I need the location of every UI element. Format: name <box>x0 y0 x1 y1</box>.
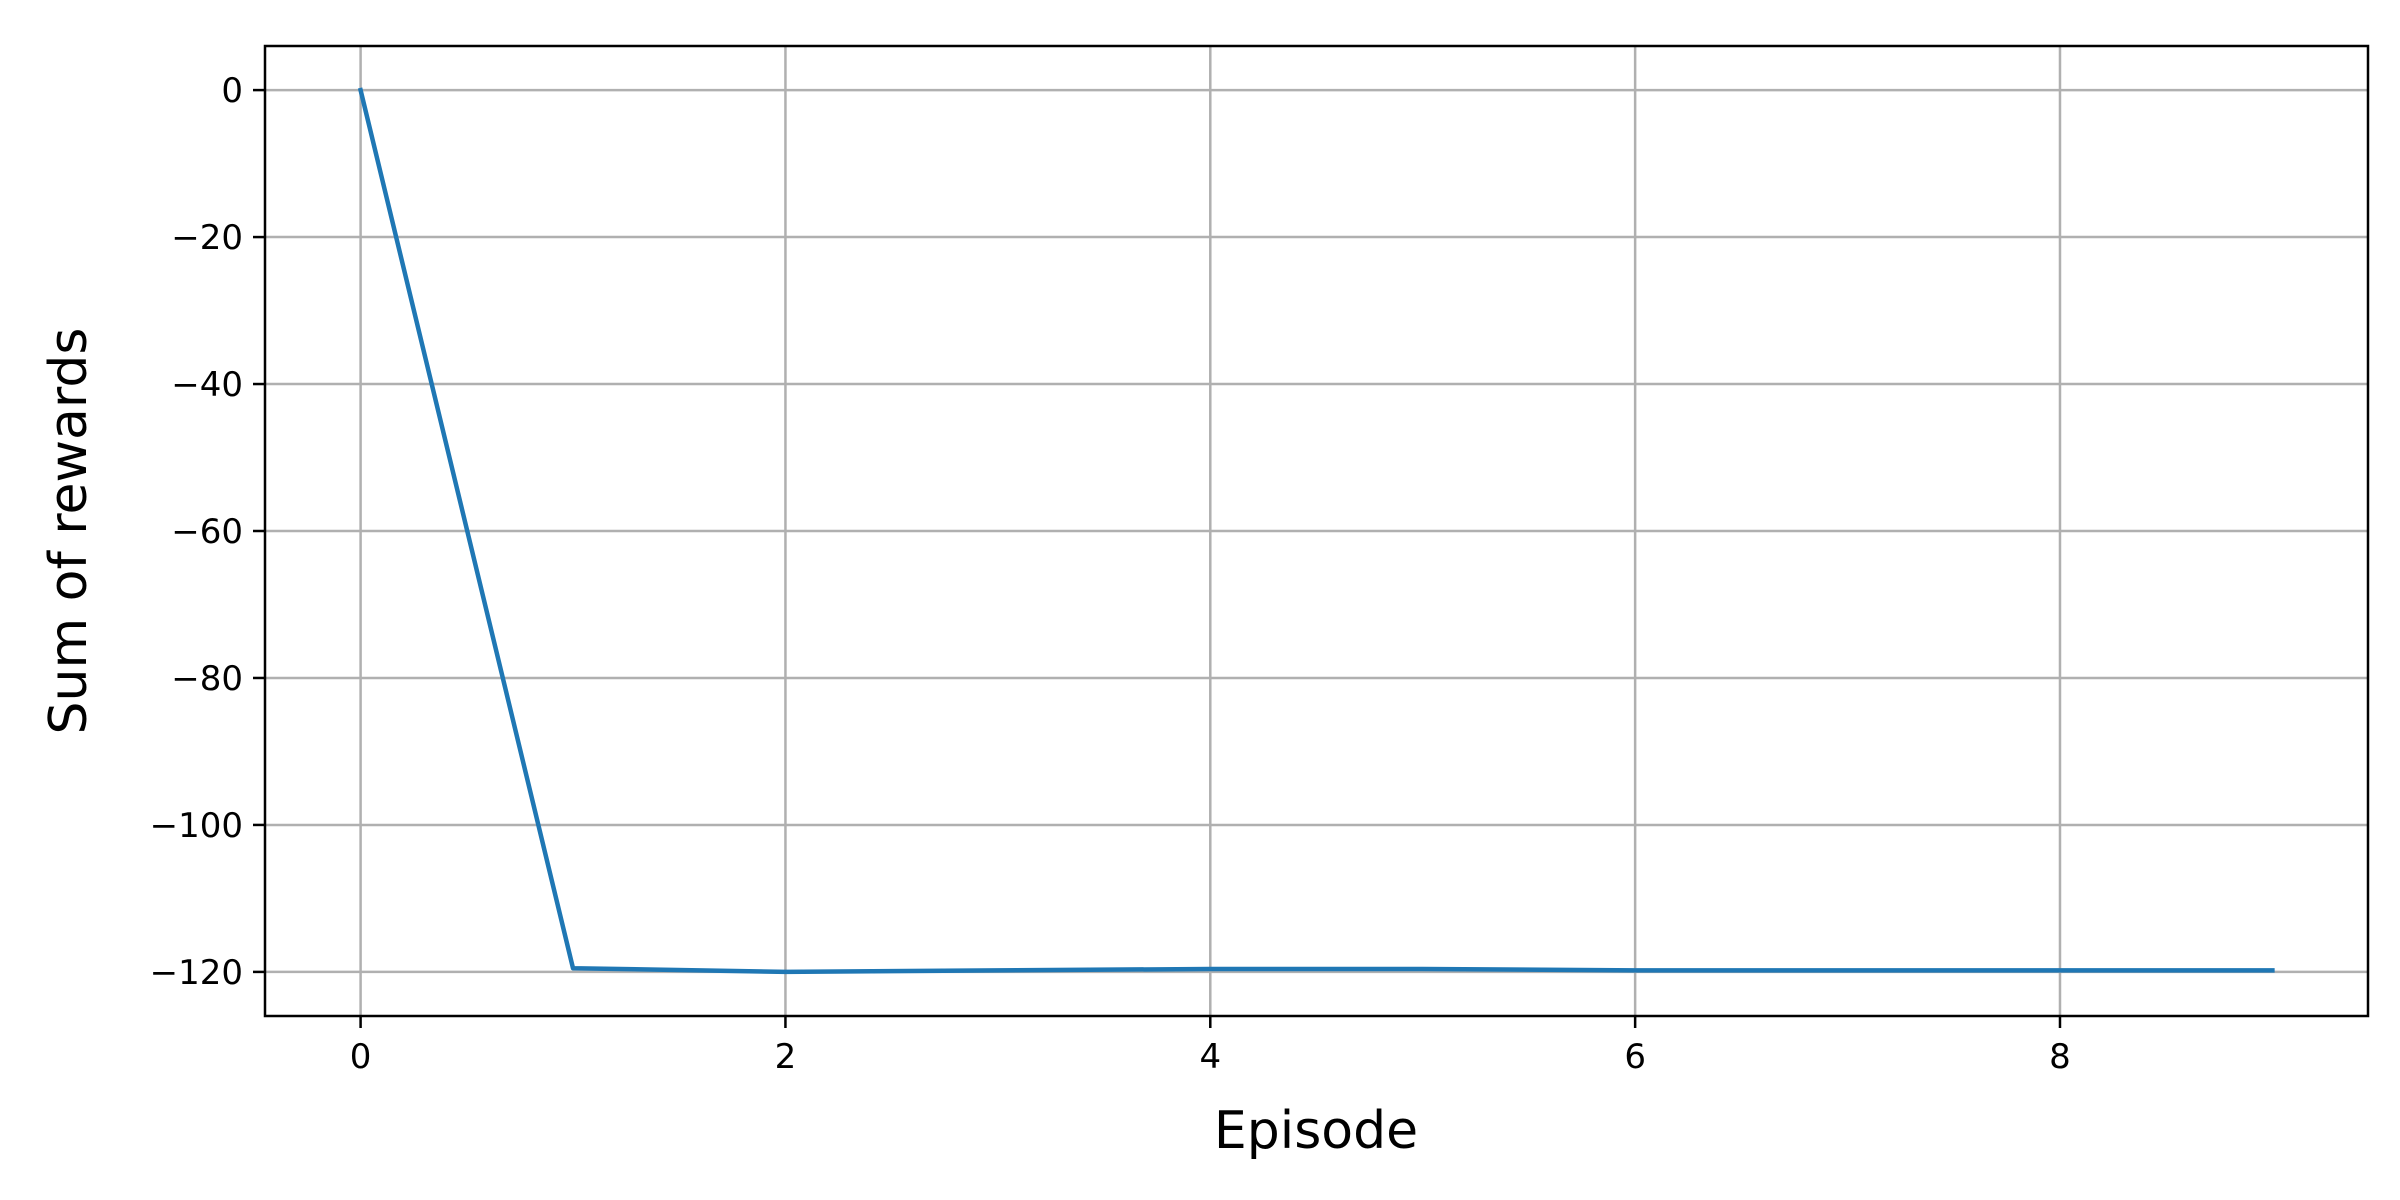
x-axis-label: Episode <box>1214 1101 1418 1161</box>
y-axis: 0 −20 −40 −60 −80 −100 −120 <box>150 71 265 993</box>
series-line <box>357 87 2275 975</box>
y-tick-label: −20 <box>171 218 243 258</box>
series-layer <box>357 87 2275 975</box>
y-tick-label: −60 <box>171 512 243 552</box>
y-tick-label: −40 <box>171 365 243 405</box>
x-tick-label: 2 <box>775 1037 797 1077</box>
y-axis-label: Sum of rewards <box>39 328 99 735</box>
x-axis: 0 2 4 6 8 <box>350 1016 2071 1077</box>
y-tick-label: −80 <box>171 659 243 699</box>
y-tick-label: −120 <box>150 953 243 993</box>
x-tick-label: 4 <box>1199 1037 1221 1077</box>
x-tick-label: 8 <box>2049 1037 2071 1077</box>
x-tick-label: 0 <box>350 1037 372 1077</box>
grid <box>265 46 2368 1016</box>
x-tick-label: 6 <box>1624 1037 1646 1077</box>
y-tick-label: 0 <box>221 71 243 111</box>
y-tick-label: −100 <box>150 806 243 846</box>
